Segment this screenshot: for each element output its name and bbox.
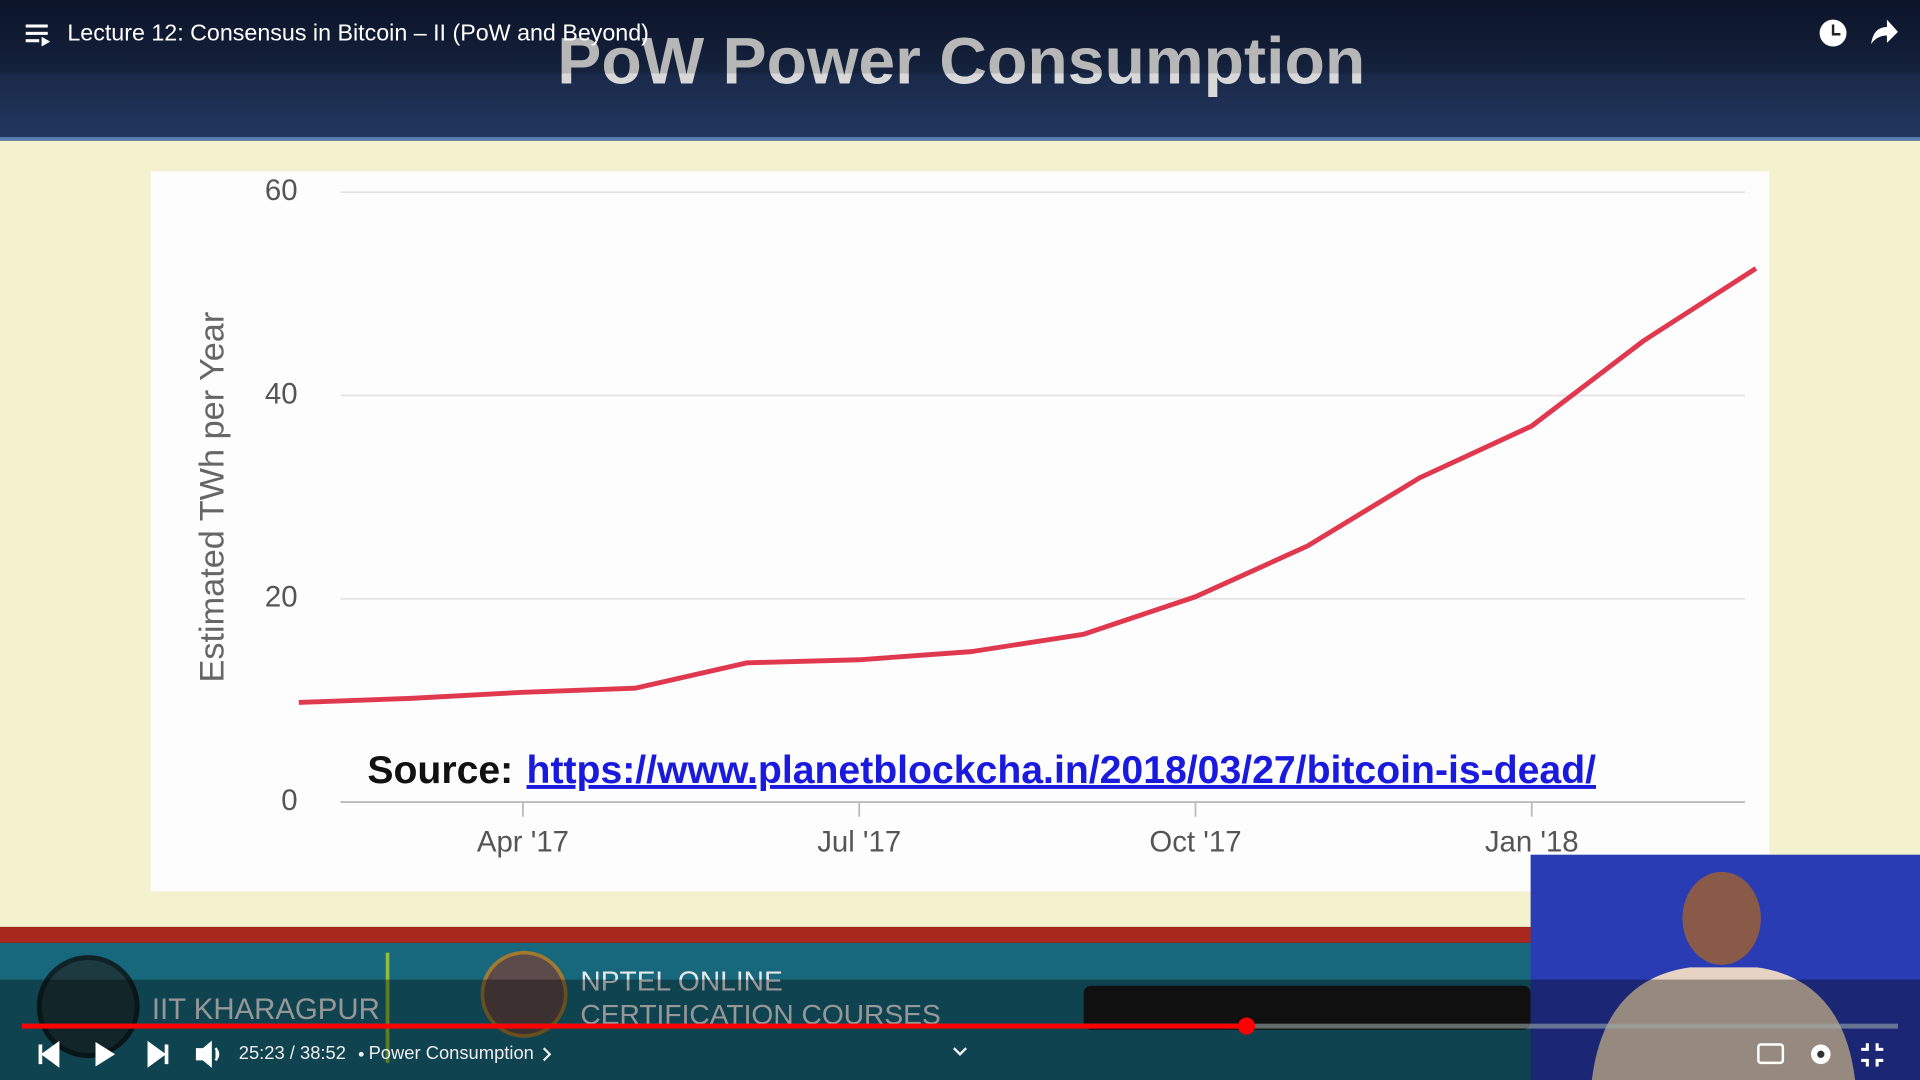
iit-logo xyxy=(36,955,140,1058)
clock-hands xyxy=(1831,24,1841,36)
data-line xyxy=(298,266,1758,705)
source-link[interactable]: https://www.planetblockcha.in/2018/03/27… xyxy=(527,749,1597,792)
play-button[interactable] xyxy=(95,1042,116,1067)
y-axis-label: Estimated TWh per Year xyxy=(193,312,231,683)
previous-button[interactable] xyxy=(38,1040,60,1068)
x-tick-label: Jul '17 xyxy=(817,825,901,858)
time-display: 25:23 / 38:52 xyxy=(239,1042,346,1063)
chapter-separator xyxy=(358,1051,364,1057)
institute-name: IIT KHARAGPUR xyxy=(152,993,380,1026)
expand-chevron[interactable] xyxy=(953,1047,967,1057)
top-shade xyxy=(0,0,1920,74)
progress-scrubber[interactable] xyxy=(1237,1017,1256,1035)
slide-header xyxy=(0,0,1920,140)
y-tick-label: 60 xyxy=(265,174,298,207)
presenter-head xyxy=(1682,871,1761,965)
chapter-chevron xyxy=(542,1047,552,1062)
exit-fullscreen-button[interactable] xyxy=(1861,1043,1884,1067)
x-tick-label: Apr '17 xyxy=(477,825,569,858)
x-tick-label: Oct '17 xyxy=(1149,825,1241,858)
settings-hole xyxy=(1817,1050,1825,1058)
video-title[interactable]: Lecture 12: Consensus in Bitcoin – II (P… xyxy=(67,19,649,45)
source-label: Source: xyxy=(367,749,513,792)
chart-panel xyxy=(150,171,1770,892)
share-icon[interactable] xyxy=(1871,19,1898,45)
slide-title: PoW Power Consumption xyxy=(557,25,1365,99)
controls-shade xyxy=(0,979,1920,1080)
program-line-1: NPTEL ONLINE xyxy=(580,966,782,997)
y-tick-label: 0 xyxy=(281,784,297,817)
volume-button[interactable] xyxy=(195,1040,220,1068)
header-rule xyxy=(0,137,1920,141)
footer-divider xyxy=(385,952,390,1063)
y-tick-label: 40 xyxy=(265,377,298,410)
nptel-logo xyxy=(480,950,568,1038)
captions-button[interactable] xyxy=(1757,1043,1785,1065)
pen-toolbar xyxy=(1083,985,1531,1030)
chart: 0 20 40 60 Apr '17 Jul '17 Oct '17 Jan '18 Estim… xyxy=(193,174,1758,858)
chapter-title[interactable]: Power Consumption xyxy=(369,1042,534,1063)
progress-played xyxy=(22,1023,1247,1029)
y-tick-label: 20 xyxy=(265,581,298,614)
x-tick-label: Jan '18 xyxy=(1485,825,1579,858)
next-button[interactable] xyxy=(147,1040,169,1068)
slide-stripe xyxy=(0,926,1920,943)
menu-icon[interactable] xyxy=(25,24,51,47)
